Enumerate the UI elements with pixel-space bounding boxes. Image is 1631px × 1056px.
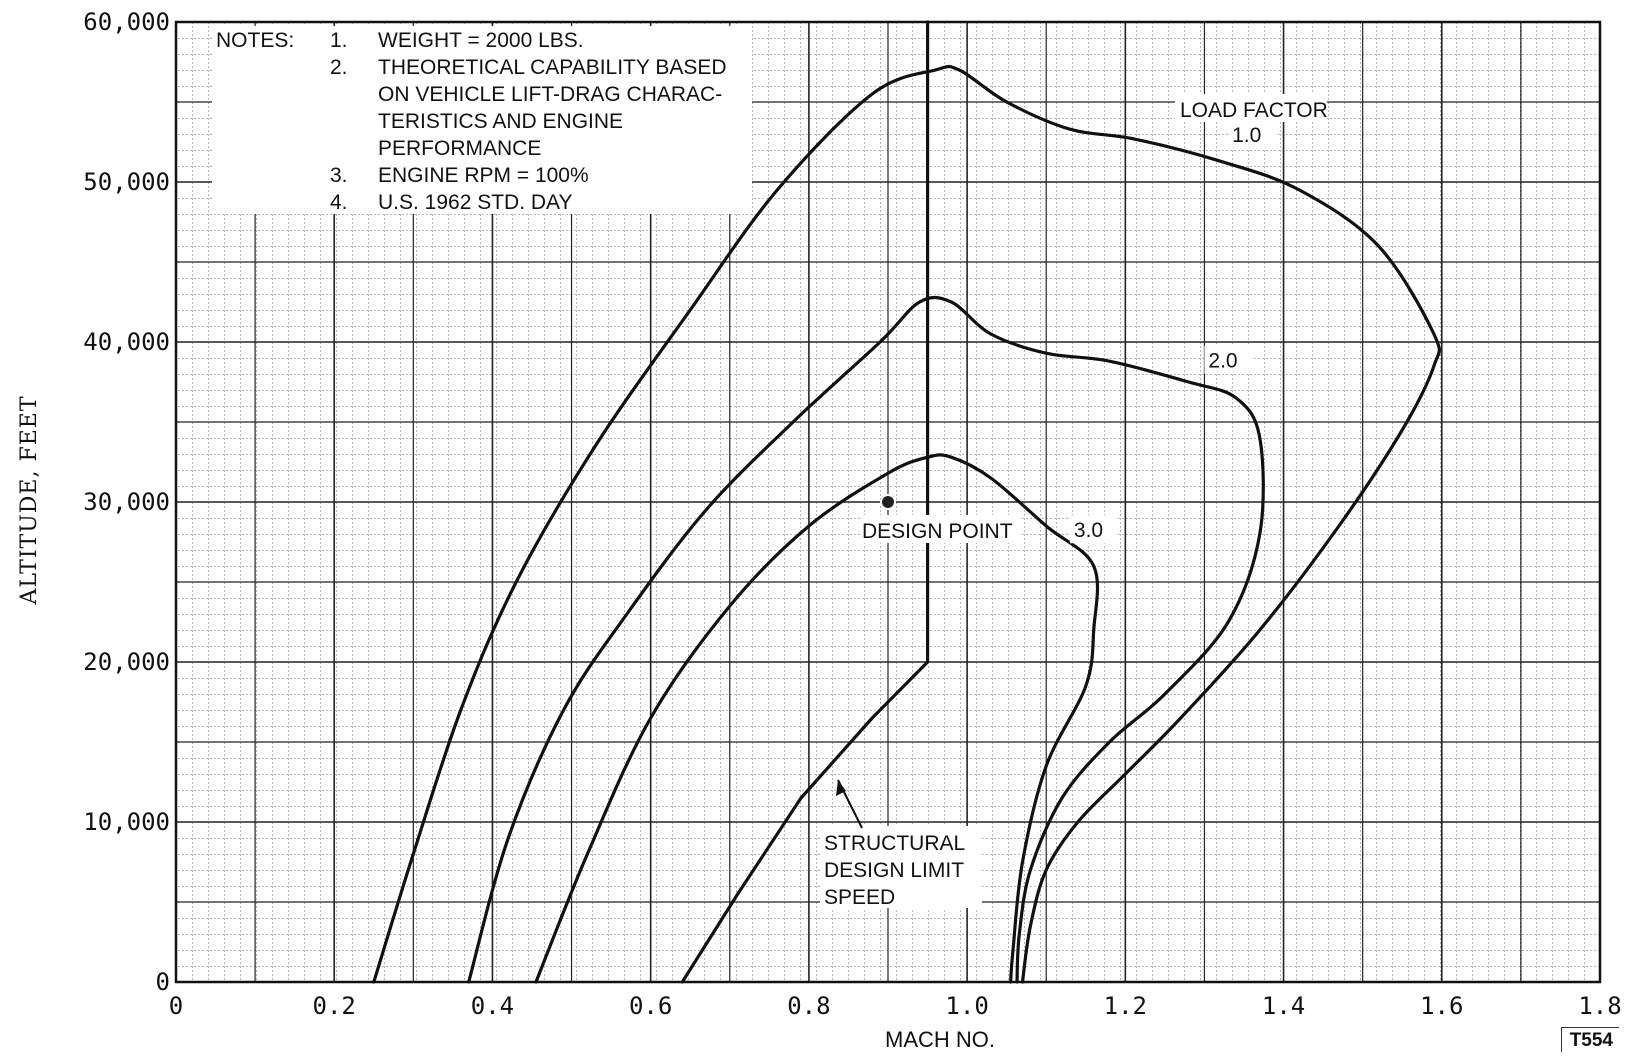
figure-id: T554 [1560, 1027, 1619, 1052]
design-point-label: DESIGN POINT [862, 520, 1013, 543]
load-factor-curve-2.0 [467, 295, 1265, 984]
note-number: 4. [330, 191, 348, 214]
annotation-line: SPEED [824, 886, 895, 909]
notes-box: NOTES: 1. WEIGHT = 2000 LBS. 2. THEORETICAL… [212, 26, 752, 214]
x-tick-label: 1.2 [1104, 992, 1147, 1020]
structural-limit-annotation: STRUCTURAL DESIGN LIMIT SPEED [824, 832, 965, 909]
curve-labels: 1.0 2.0 3.0 [1069, 120, 1277, 544]
curve-label: 2.0 [1208, 350, 1237, 373]
note-line: WEIGHT = 2000 LBS. [378, 29, 584, 52]
curve-label-background [1069, 515, 1118, 544]
y-tick-label: 0 [156, 968, 170, 996]
x-tick-label: 1.8 [1578, 992, 1621, 1020]
x-tick-label: 0.4 [471, 992, 514, 1020]
y-tick-label: 20,000 [83, 648, 170, 676]
y-tick-label: 30,000 [83, 488, 170, 516]
annotation-background [820, 826, 982, 908]
notes-background [212, 26, 752, 214]
y-tick-label: 10,000 [83, 808, 170, 836]
note-line: ENGINE RPM = 100% [378, 164, 589, 187]
annotation-line: DESIGN LIMIT [824, 859, 964, 882]
design-point-marker [880, 494, 896, 510]
x-tick-label: 0.6 [629, 992, 672, 1020]
annotation-arrowhead [836, 780, 846, 796]
y-tick-label: 40,000 [83, 328, 170, 356]
x-tick-label: 0.8 [787, 992, 830, 1020]
y-tick-labels: 0 10,000 20,000 30,000 40,000 50,000 60,000 [83, 8, 170, 996]
note-number: 3. [330, 164, 348, 187]
design-point-label-background [860, 515, 1020, 543]
note-line: ON VEHICLE LIFT-DRAG CHARAC- [378, 83, 722, 106]
x-tick-label: 0 [169, 992, 183, 1020]
note-number: 1. [330, 29, 348, 52]
x-tick-labels: 0 0.2 0.4 0.6 0.8 1.0 1.2 1.4 1.6 1.8 [169, 992, 1622, 1020]
notes-items: 1. WEIGHT = 2000 LBS. 2. THEORETICAL CAPABI… [330, 29, 727, 214]
curve-label: 3.0 [1074, 519, 1103, 542]
plot-frame [174, 20, 1602, 984]
y-tick-label: 50,000 [83, 168, 170, 196]
note-line: PERFORMANCE [378, 137, 541, 160]
annotation-line: STRUCTURAL [824, 832, 965, 855]
curves [372, 20, 1441, 984]
legend-title-background [1175, 94, 1327, 122]
x-tick-label: 1.6 [1420, 992, 1463, 1020]
legend-title: LOAD FACTOR [1180, 99, 1328, 122]
curve-label: 1.0 [1232, 124, 1261, 147]
load-factor-curve-3.0 [534, 453, 1100, 984]
curve-label-background [1204, 345, 1253, 374]
note-number: 2. [330, 56, 348, 79]
notes-heading: NOTES: [216, 29, 294, 52]
structural-limit-line [680, 20, 930, 984]
x-axis-label: MACH NO. [885, 1027, 995, 1052]
x-tick-label: 1.4 [1262, 992, 1305, 1020]
x-tick-label: 0.2 [313, 992, 356, 1020]
curve-label-background [1228, 120, 1277, 148]
note-line: U.S. 1962 STD. DAY [378, 191, 573, 214]
note-line: TERISTICS AND ENGINE [378, 110, 623, 133]
load-factor-curve-1.0 [372, 64, 1441, 984]
x-tick-label: 1.0 [945, 992, 988, 1020]
note-line: THEORETICAL CAPABILITY BASED [378, 56, 727, 79]
y-axis-label: ALTITUDE, FEET [17, 395, 42, 605]
y-tick-label: 60,000 [83, 8, 170, 36]
